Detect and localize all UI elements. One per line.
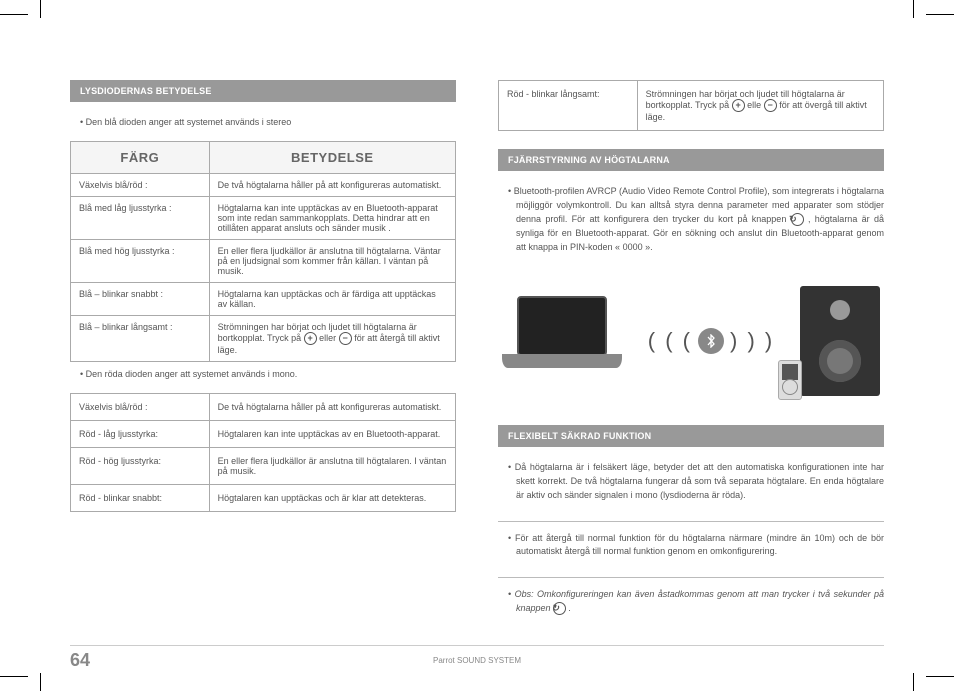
right-column: Röd - blinkar långsamt: Strömningen har … (498, 50, 884, 641)
bullet-blue-diode: Den blå dioden anger att systemet använd… (70, 116, 456, 129)
illustration-bluetooth: ( ( ( ) ) ) (502, 281, 880, 401)
table-red: Växelvis blå/röd : De två högtalarna hål… (70, 393, 456, 512)
para-avrcp: Bluetooth-profilen AVRCP (Audio Video Re… (498, 185, 884, 255)
th-farg: FÄRG (71, 142, 210, 174)
section-header-fjarrstyrning: FJÄRRSTYRNING AV HÖGTALARNA (498, 149, 884, 171)
para-reconnect: För att återgå till normal funktion för … (498, 532, 884, 560)
left-column: LYSDIODERNAS BETYDELSE Den blå dioden an… (70, 50, 456, 641)
table-row: Röd - blinkar snabbt: Högtalaren kan upp… (71, 485, 456, 512)
table-red-continued: Röd - blinkar långsamt: Strömningen har … (498, 80, 884, 131)
table-row: Röd - hög ljusstyrka: En eller flera lju… (71, 448, 456, 485)
refresh-icon: ↻ (791, 213, 804, 226)
table-row: Blå – blinkar snabbt : Högtalarna kan up… (71, 283, 456, 316)
section-header-flexibelt: FLEXIBELT SÄKRAD FUNKTION (498, 425, 884, 447)
footer-title: Parrot SOUND SYSTEM (433, 656, 521, 665)
bullet-red-diode: Den röda dioden anger att systemet använ… (70, 368, 456, 381)
table-row: Blå med låg ljusstyrka : Högtalarna kan … (71, 197, 456, 240)
para-failsafe: Då högtalarna är i felsäkert läge, betyd… (498, 461, 884, 503)
page-number: 64 (70, 650, 90, 671)
laptop-icon (502, 296, 622, 386)
table-row: Röd - blinkar långsamt: Strömningen har … (499, 81, 884, 131)
table-row: Blå – blinkar långsamt : Strömningen har… (71, 316, 456, 362)
table-row: Växelvis blå/röd : De två högtalarna hål… (71, 394, 456, 421)
para-obs: Obs: Omkonfigureringen kan även åstadkom… (498, 588, 884, 616)
table-row: Blå med hög ljusstyrka : En eller flera … (71, 240, 456, 283)
refresh-icon: ↻ (553, 602, 566, 615)
minus-icon: − (764, 99, 777, 112)
divider (498, 521, 884, 522)
speaker-icon (800, 286, 880, 396)
ipod-icon (778, 360, 802, 400)
minus-icon: − (339, 332, 352, 345)
section-header-lysdiodernas: LYSDIODERNAS BETYDELSE (70, 80, 456, 102)
bluetooth-waves-icon: ( ( ( ) ) ) (648, 328, 774, 354)
page: LYSDIODERNAS BETYDELSE Den blå dioden an… (70, 50, 884, 641)
bluetooth-icon (698, 328, 724, 354)
plus-icon: + (732, 99, 745, 112)
th-betydelse: BETYDELSE (209, 142, 455, 174)
plus-icon: + (304, 332, 317, 345)
footer: 64 Parrot SOUND SYSTEM (70, 645, 884, 671)
table-row: Röd - låg ljusstyrka: Högtalaren kan int… (71, 421, 456, 448)
table-blue: FÄRG BETYDELSE Växelvis blå/röd : De två… (70, 141, 456, 362)
table-row: Växelvis blå/röd : De två högtalarna hål… (71, 174, 456, 197)
divider (498, 577, 884, 578)
